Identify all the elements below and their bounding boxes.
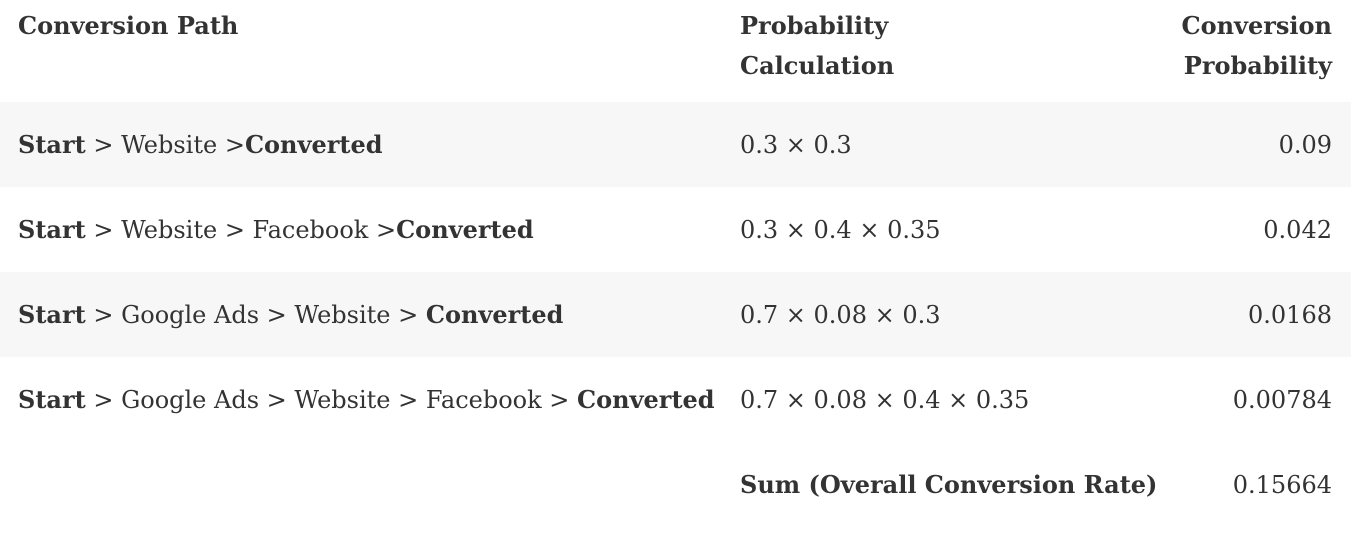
table-row: Start > Website > Facebook >Converted 0.… bbox=[0, 187, 1351, 272]
path-steps: > Website > Facebook > bbox=[85, 216, 397, 244]
path-converted: Converted bbox=[396, 215, 534, 244]
summary-value: 0.15664 bbox=[1232, 470, 1332, 499]
probability-cell: 0.042 bbox=[1263, 215, 1332, 244]
path-start: Start bbox=[18, 300, 86, 329]
header-conversion-probability: Conversion Probability bbox=[1167, 0, 1351, 102]
path-start: Start bbox=[18, 385, 86, 414]
conversion-probability-table: Conversion Path Probability Calculation … bbox=[0, 0, 1351, 527]
path-converted: Converted bbox=[244, 130, 383, 159]
path-converted: Converted bbox=[577, 385, 715, 414]
probability-cell: 0.09 bbox=[1167, 102, 1351, 187]
path-converted: Converted bbox=[425, 300, 564, 329]
calc-cell: 0.7 × 0.08 × 0.4 × 0.35 bbox=[740, 385, 1030, 414]
header-calc-line1: Probability bbox=[740, 11, 889, 40]
table-header-row: Conversion Path Probability Calculation … bbox=[0, 0, 1351, 102]
header-prob-line1: Conversion bbox=[1181, 11, 1332, 40]
summary-row: Sum (Overall Conversion Rate) 0.15664 bbox=[0, 442, 1351, 527]
calc-cell: 0.3 × 0.3 bbox=[722, 102, 1167, 187]
table-row: Start > Google Ads > Website > Facebook … bbox=[0, 357, 1351, 442]
header-prob-line2: Probability bbox=[1183, 51, 1332, 80]
probability-cell: 0.0168 bbox=[1167, 272, 1351, 357]
path-cell: Start > Website > Facebook >Converted bbox=[0, 187, 722, 272]
path-cell: Start > Website >Converted bbox=[0, 102, 722, 187]
path-steps: > Google Ads > Website > Facebook > bbox=[85, 386, 578, 414]
table-row: Start > Website >Converted 0.3 × 0.3 0.0… bbox=[0, 102, 1351, 187]
path-steps: > Google Ads > Website > bbox=[85, 301, 426, 329]
path-start: Start bbox=[18, 215, 86, 244]
header-conversion-path: Conversion Path bbox=[0, 0, 722, 102]
calc-cell: 0.7 × 0.08 × 0.3 bbox=[722, 272, 1167, 357]
probability-cell: 0.00784 bbox=[1232, 385, 1332, 414]
table-row: Start > Google Ads > Website > Converted… bbox=[0, 272, 1351, 357]
path-cell: Start > Google Ads > Website > Facebook … bbox=[0, 357, 722, 442]
summary-label: Sum (Overall Conversion Rate) bbox=[740, 470, 1158, 499]
calc-cell: 0.3 × 0.4 × 0.35 bbox=[740, 215, 941, 244]
header-conversion-path-label: Conversion Path bbox=[18, 11, 239, 40]
path-steps: > Website > bbox=[85, 131, 245, 159]
header-probability-calculation: Probability Calculation bbox=[722, 0, 1167, 102]
summary-empty-cell bbox=[0, 442, 722, 527]
header-calc-line2: Calculation bbox=[740, 51, 895, 80]
path-cell: Start > Google Ads > Website > Converted bbox=[0, 272, 722, 357]
path-start: Start bbox=[18, 130, 86, 159]
